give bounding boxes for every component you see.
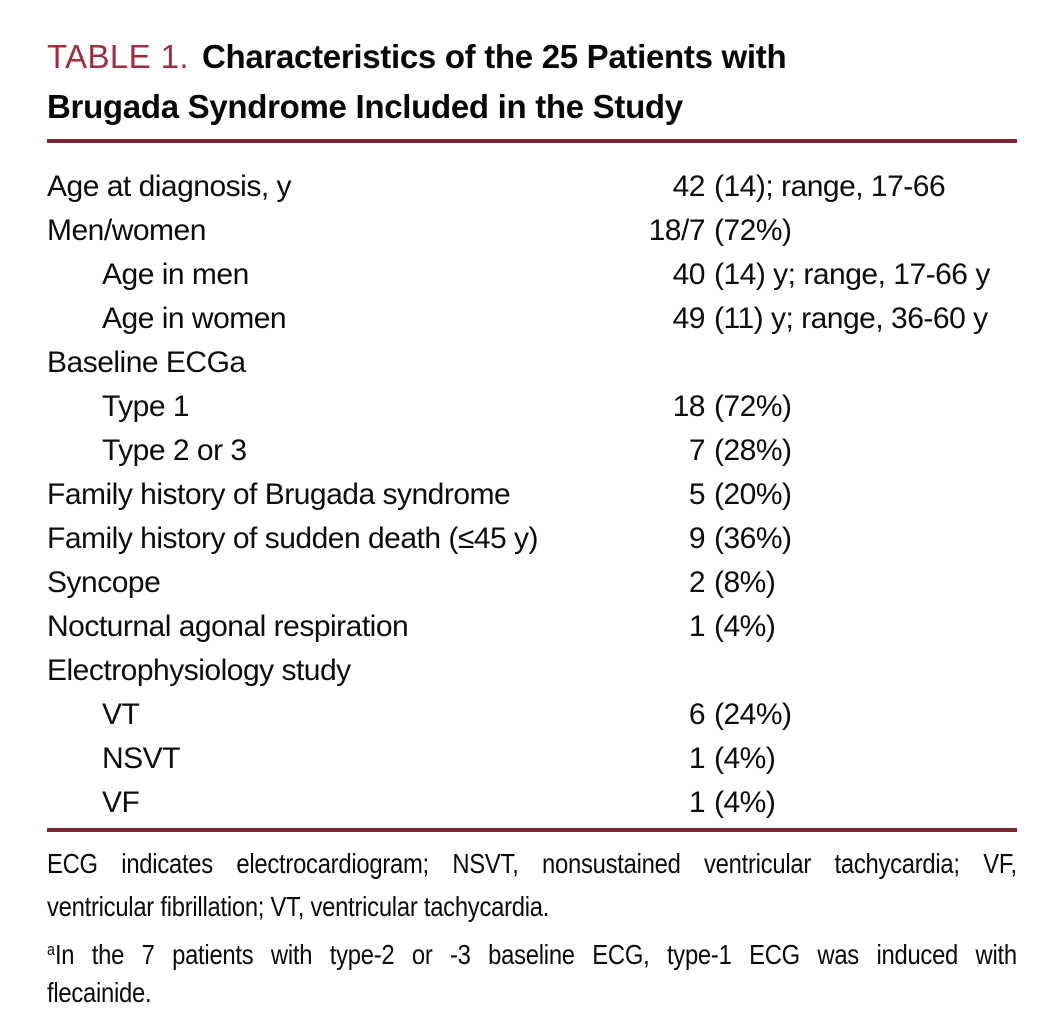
row-label: Age in men: [102, 258, 249, 291]
row-value-number: 18: [672, 390, 706, 423]
row-label: VT: [102, 698, 140, 731]
table-row: VT 6 (24%): [47, 693, 1017, 737]
row-label: Nocturnal agonal respiration: [47, 610, 409, 643]
row-label: Type 2 or 3: [102, 434, 247, 467]
row-value-detail: (4%): [714, 742, 776, 775]
table-row: VF 1 (4%): [47, 781, 1017, 825]
table-row: Age in men 40 (14) y; range, 17-66 y: [47, 253, 1017, 297]
row-value-detail: (72%): [714, 214, 792, 247]
row-value: 2 (8%): [597, 561, 776, 605]
footnotes: ECG indicates electrocardiogram; NSVT, n…: [47, 842, 1017, 1014]
table-row: Electrophysiology study: [47, 649, 1017, 693]
row-value-detail: (72%): [714, 390, 792, 423]
row-label: Family history of Brugada syndrome: [47, 478, 511, 511]
row-value-number: 18/7: [648, 214, 706, 247]
row-label: NSVT: [102, 742, 181, 775]
abbreviation-note-line-2: ventricular fibrillation; VT, ventricula…: [47, 891, 550, 922]
footnote-a-marker: a: [47, 940, 55, 959]
row-value: 18 (72%): [597, 385, 792, 429]
row-label: Electrophysiology study: [47, 654, 351, 687]
row-value-number: 9: [688, 522, 706, 555]
footnote-a-line-1: aIn the 7 patients with type-2 or -3 bas…: [47, 928, 1017, 971]
row-value-detail: (28%): [714, 434, 792, 467]
row-value-detail: (20%): [714, 478, 792, 511]
row-value-detail: (36%): [714, 522, 792, 555]
table-caption: TABLE 1. Characteristics of the 25 Patien…: [47, 32, 1017, 132]
row-value: 5 (20%): [597, 473, 792, 517]
table-row: Age in women 49 (11) y; range, 36-60 y: [47, 297, 1017, 341]
row-label: VF: [102, 786, 140, 819]
row-label: Type 1: [102, 390, 190, 423]
row-value-number: 40: [672, 258, 706, 291]
table-row: Baseline ECGa: [47, 341, 1017, 385]
row-value-number: [597, 649, 705, 693]
table-row: Type 2 or 3 7 (28%): [47, 429, 1017, 473]
row-label: Baseline ECGa: [47, 346, 246, 379]
caption-text-line-1: Characteristics of the 25 Patients with: [201, 38, 787, 75]
row-value: 7 (28%): [597, 429, 792, 473]
table-row: Nocturnal agonal respiration 1 (4%): [47, 605, 1017, 649]
table-row: Family history of Brugada syndrome 5 (20%…: [47, 473, 1017, 517]
table-number-label: TABLE 1.: [47, 38, 189, 75]
caption-line-1: TABLE 1. Characteristics of the 25 Patien…: [47, 32, 1017, 82]
row-value-detail: (24%): [714, 698, 792, 731]
row-value: [597, 649, 714, 693]
row-value: 40 (14) y; range, 17-66 y: [597, 253, 991, 297]
row-value: 1 (4%): [597, 781, 776, 825]
row-value-detail: (14); range, 17-66: [714, 170, 946, 203]
row-label: Age at diagnosis, y: [47, 170, 292, 203]
row-value: 1 (4%): [597, 605, 776, 649]
row-value-number: 42: [672, 170, 706, 203]
row-value-number: 7: [688, 434, 706, 467]
row-label: Family history of sudden death (≤45 y): [47, 522, 539, 555]
row-label: Age in women: [102, 302, 287, 335]
row-value-number: 49: [672, 302, 706, 335]
row-value-number: 2: [688, 566, 706, 599]
row-value-number: 1: [688, 742, 706, 775]
row-value-number: 1: [688, 610, 706, 643]
row-value-number: 5: [688, 478, 706, 511]
row-value-detail: (11) y; range, 36-60 y: [714, 302, 988, 335]
row-value: 6 (24%): [597, 693, 792, 737]
table-row: Age at diagnosis, y 42 (14); range, 17-66: [47, 165, 1017, 209]
abbreviation-note-line-1: ECG indicates electrocardiogram; NSVT, n…: [47, 848, 1017, 879]
row-value-detail: (4%): [714, 610, 776, 643]
row-value: 1 (4%): [597, 737, 776, 781]
row-value: 49 (11) y; range, 36-60 y: [597, 297, 988, 341]
row-label: Men/women: [47, 214, 206, 247]
table-row: Type 1 18 (72%): [47, 385, 1017, 429]
table-row: Family history of sudden death (≤45 y) 9…: [47, 517, 1017, 561]
row-value-detail: (14) y; range, 17-66 y: [714, 258, 990, 291]
row-value-detail: (4%): [714, 786, 776, 819]
row-value: 18/7 (72%): [597, 209, 792, 253]
row-value: [597, 341, 714, 385]
row-value-number: 1: [688, 786, 706, 819]
table-row: Syncope 2 (8%): [47, 561, 1017, 605]
row-label: Syncope: [47, 566, 161, 599]
table-row: Men/women 18/7 (72%): [47, 209, 1017, 253]
row-value-number: [597, 341, 705, 385]
top-rule: [47, 139, 1017, 143]
footnote-a-text: In the 7 patients with type-2 or -3 base…: [54, 939, 1017, 971]
footnote-a-line-2: flecainide.: [47, 977, 152, 1008]
bottom-rule: [47, 828, 1017, 832]
table-row: NSVT 1 (4%): [47, 737, 1017, 781]
caption-text-line-2: Brugada Syndrome Included in the Study: [47, 88, 683, 125]
row-value: 42 (14); range, 17-66: [597, 165, 946, 209]
table-body: Age at diagnosis, y 42 (14); range, 17-66…: [47, 165, 1017, 825]
row-value-number: 6: [688, 698, 706, 731]
row-value-detail: (8%): [714, 566, 776, 599]
row-value: 9 (36%): [597, 517, 792, 561]
